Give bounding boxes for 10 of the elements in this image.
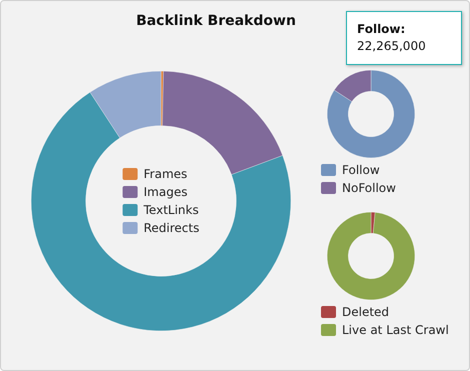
legend-label: Live at Last Crawl: [342, 323, 449, 337]
legend-label: TextLinks: [144, 203, 199, 217]
legend-label: Images: [144, 185, 188, 199]
legend-label: Redirects: [144, 221, 200, 235]
chart-title: Backlink Breakdown: [135, 13, 297, 29]
legend-label: Frames: [144, 167, 188, 181]
legend-label: Deleted: [342, 305, 390, 319]
data-label: Follow: 22,265,000: [357, 22, 427, 53]
legend-label: Follow: [342, 163, 380, 177]
legend-label: NoFollow: [342, 181, 396, 195]
